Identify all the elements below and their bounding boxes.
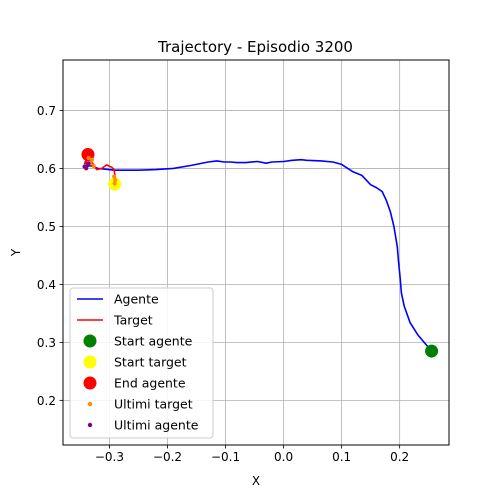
legend-label: Ultimi agente (114, 418, 199, 433)
ultimi-target-point (112, 181, 117, 186)
x-tick-label: 0.0 (274, 450, 293, 464)
legend-swatch (83, 355, 97, 369)
y-tick-label: 0.6 (37, 162, 56, 176)
x-axis-label: X (252, 474, 260, 488)
agente-line (84, 154, 433, 352)
legend-box (69, 287, 214, 439)
y-tick-label: 0.3 (37, 336, 56, 350)
legend-swatch (83, 334, 97, 348)
y-tick-label: 0.5 (37, 220, 56, 234)
legend-swatch (87, 401, 93, 407)
legend-item-start-target: Start target (83, 355, 187, 370)
start-agente-marker (425, 344, 439, 358)
legend-swatch (87, 422, 93, 428)
ultimi-target-point (91, 164, 96, 169)
plot-series (81, 148, 439, 358)
legend-item-ultimi-agente: Ultimi agente (87, 418, 199, 433)
legend-label: Target (113, 313, 153, 328)
legend-label: Start agente (114, 334, 193, 349)
legend-item-ultimi-target: Ultimi target (87, 397, 193, 412)
y-axis-label: Y (9, 248, 23, 257)
legend: Agente Target Start agente Start target End … (69, 287, 214, 439)
legend-label: Agente (114, 292, 159, 307)
legend-item-start-agente: Start agente (83, 334, 193, 349)
chart-title: Trajectory - Episodio 3200 (157, 38, 353, 56)
x-tick-label: −0.2 (153, 450, 182, 464)
legend-item-target: Target (77, 313, 153, 328)
axis-ticks: −0.3 −0.2 −0.1 0.0 0.1 0.2 0.2 0.3 0.4 0.5 0.6 0.7 (37, 104, 409, 464)
x-tick-label: 0.2 (390, 450, 409, 464)
ultimi-agente-point (82, 164, 87, 169)
y-tick-label: 0.4 (37, 278, 56, 292)
y-tick-label: 0.2 (37, 394, 56, 408)
legend-label: Ultimi target (114, 397, 193, 412)
x-tick-label: −0.3 (95, 450, 124, 464)
ultimi-target-point (86, 155, 91, 160)
ultimi-agente-point (86, 161, 91, 166)
legend-label: Start target (114, 355, 187, 370)
ultimi-target-point (113, 178, 118, 183)
ultimi-target-point (90, 157, 95, 162)
x-tick-label: 0.1 (332, 450, 351, 464)
target-line (83, 156, 116, 185)
legend-swatch (83, 376, 97, 390)
end-agente-marker (81, 148, 95, 162)
legend-item-end-agente: End agente (83, 376, 186, 391)
legend-label: End agente (114, 376, 186, 391)
x-tick-label: −0.1 (211, 450, 240, 464)
y-tick-label: 0.7 (37, 104, 56, 118)
ultimi-target-point (112, 174, 117, 179)
plot-frame (62, 59, 450, 446)
legend-item-agente: Agente (77, 292, 159, 307)
